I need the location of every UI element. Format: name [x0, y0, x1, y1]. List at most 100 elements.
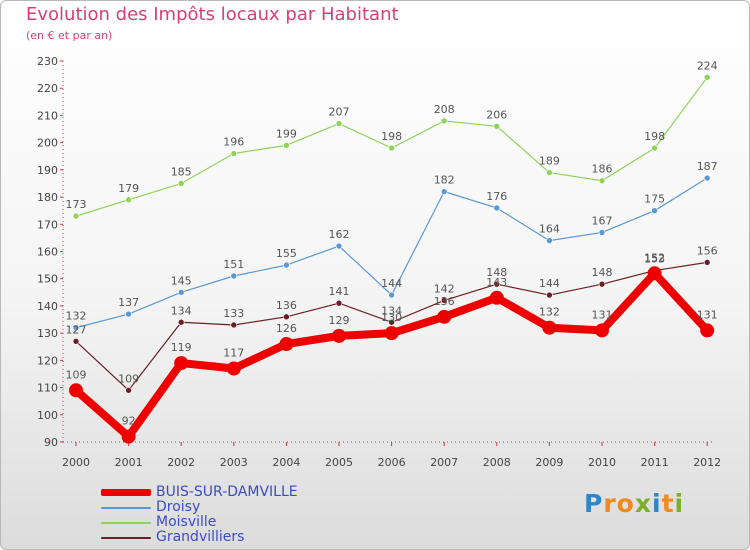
data-point-buis-sur-damville	[437, 309, 452, 324]
data-label-grandvilliers: 148	[486, 266, 507, 279]
logo-letter: r	[603, 489, 617, 518]
x-tick-label: 2003	[220, 456, 248, 469]
data-point-buis-sur-damville	[174, 356, 189, 371]
data-label-moisville: 186	[592, 163, 613, 176]
data-point-grandvilliers	[388, 318, 395, 326]
x-tick-label: 2002	[167, 456, 195, 469]
data-label-droisy: 132	[66, 310, 87, 323]
legend-swatch	[101, 537, 151, 539]
data-label-buis-sur-damville: 130	[381, 311, 402, 324]
data-label-buis-sur-damville: 117	[223, 347, 244, 360]
data-label-buis-sur-damville: 119	[171, 341, 192, 354]
data-label-droisy: 167	[592, 214, 613, 227]
data-label-grandvilliers: 136	[276, 299, 297, 312]
data-point-buis-sur-damville	[489, 290, 504, 305]
data-label-grandvilliers: 109	[118, 372, 139, 385]
data-label-grandvilliers: 134	[381, 304, 402, 317]
data-label-grandvilliers: 134	[171, 304, 192, 317]
y-tick-label: 200	[37, 137, 58, 150]
data-point-moisville	[177, 180, 185, 187]
logo-letter: i	[652, 489, 662, 518]
chart-title: Evolution des Impôts locaux par Habitant	[26, 4, 399, 25]
legend-swatch	[101, 507, 151, 509]
data-point-moisville	[283, 142, 290, 149]
y-tick-label: 140	[37, 300, 58, 313]
legend-label: Moisville	[156, 514, 217, 530]
y-tick-label: 160	[37, 246, 58, 259]
data-label-buis-sur-damville: 92	[122, 415, 136, 428]
data-label-moisville: 196	[223, 136, 244, 149]
data-point-droisy	[283, 261, 290, 269]
x-tick-label: 2007	[430, 456, 458, 469]
data-point-buis-sur-damville	[595, 323, 609, 338]
data-point-moisville	[440, 117, 448, 125]
y-tick-label: 130	[37, 327, 58, 340]
data-point-moisville	[72, 212, 80, 220]
data-point-moisville	[546, 169, 553, 176]
data-point-buis-sur-damville	[542, 320, 557, 335]
data-point-buis-sur-damville	[279, 337, 294, 352]
data-label-grandvilliers: 142	[434, 282, 455, 295]
data-label-buis-sur-damville: 109	[66, 368, 87, 381]
data-point-droisy	[651, 207, 658, 214]
x-tick-label: 2008	[483, 456, 511, 469]
data-label-moisville: 185	[171, 165, 192, 178]
y-tick-label: 120	[37, 354, 58, 367]
chart-subtitle: (en € et par an)	[26, 29, 113, 42]
data-point-moisville	[651, 144, 658, 152]
data-label-droisy: 145	[171, 274, 192, 287]
logo-letter: P	[584, 489, 604, 518]
data-point-buis-sur-damville	[226, 361, 241, 376]
y-tick-label: 190	[37, 164, 58, 177]
y-tick-label: 180	[37, 191, 58, 204]
y-tick-label: 170	[37, 218, 58, 231]
data-label-buis-sur-damville: 152	[644, 251, 665, 264]
y-tick-label: 90	[44, 436, 58, 449]
data-label-grandvilliers: 148	[592, 266, 613, 279]
data-label-droisy: 155	[276, 247, 297, 260]
data-label-moisville: 224	[697, 59, 718, 72]
data-label-buis-sur-damville: 131	[697, 308, 718, 321]
data-label-buis-sur-damville: 143	[486, 276, 507, 289]
data-label-grandvilliers: 156	[697, 244, 718, 257]
data-point-droisy	[493, 204, 501, 212]
y-tick-label: 150	[37, 273, 58, 286]
data-label-droisy: 162	[329, 228, 350, 241]
data-point-grandvilliers	[493, 280, 501, 288]
data-point-moisville	[388, 144, 395, 152]
data-label-droisy: 137	[118, 296, 139, 309]
data-label-moisville: 207	[329, 106, 350, 119]
x-tick-label: 2001	[115, 456, 143, 469]
legend-label: Droisy	[156, 499, 201, 515]
data-label-droisy: 175	[644, 193, 665, 206]
data-point-grandvilliers	[703, 259, 711, 266]
data-point-droisy	[703, 174, 711, 182]
data-point-grandvilliers	[72, 338, 80, 345]
axes: 90 100 110 120 130 140 150 160 170 180 190 200 210 22…	[37, 55, 721, 469]
data-point-droisy	[388, 291, 395, 299]
data-point-moisville	[335, 120, 343, 127]
x-tick-label: 2004	[272, 456, 300, 469]
data-label-grandvilliers: 127	[66, 323, 87, 336]
data-label-grandvilliers: 141	[329, 285, 350, 298]
data-labels: 109 92 119 117 126 129 130 136 143 132 131 152 131 13…	[66, 59, 718, 427]
logo-letter: x	[634, 489, 652, 518]
data-point-droisy	[335, 242, 343, 250]
data-label-droisy: 182	[434, 174, 455, 187]
data-label-moisville: 198	[644, 130, 665, 143]
data-label-grandvilliers: 153	[644, 253, 665, 266]
data-point-buis-sur-damville	[332, 328, 346, 343]
x-tick-label: 2000	[62, 456, 90, 469]
data-label-buis-sur-damville: 129	[329, 314, 350, 327]
data-point-droisy	[598, 229, 606, 236]
x-tick-label: 2005	[325, 456, 353, 469]
data-label-moisville: 199	[276, 127, 297, 140]
data-label-droisy: 151	[223, 258, 244, 271]
logo-letter: i	[674, 489, 685, 518]
data-label-droisy: 176	[486, 190, 507, 203]
data-label-moisville: 208	[434, 103, 455, 116]
logo-letter: t	[661, 489, 675, 518]
series-lines	[69, 74, 715, 444]
data-point-buis-sur-damville	[700, 323, 715, 338]
data-label-buis-sur-damville: 132	[539, 306, 560, 319]
